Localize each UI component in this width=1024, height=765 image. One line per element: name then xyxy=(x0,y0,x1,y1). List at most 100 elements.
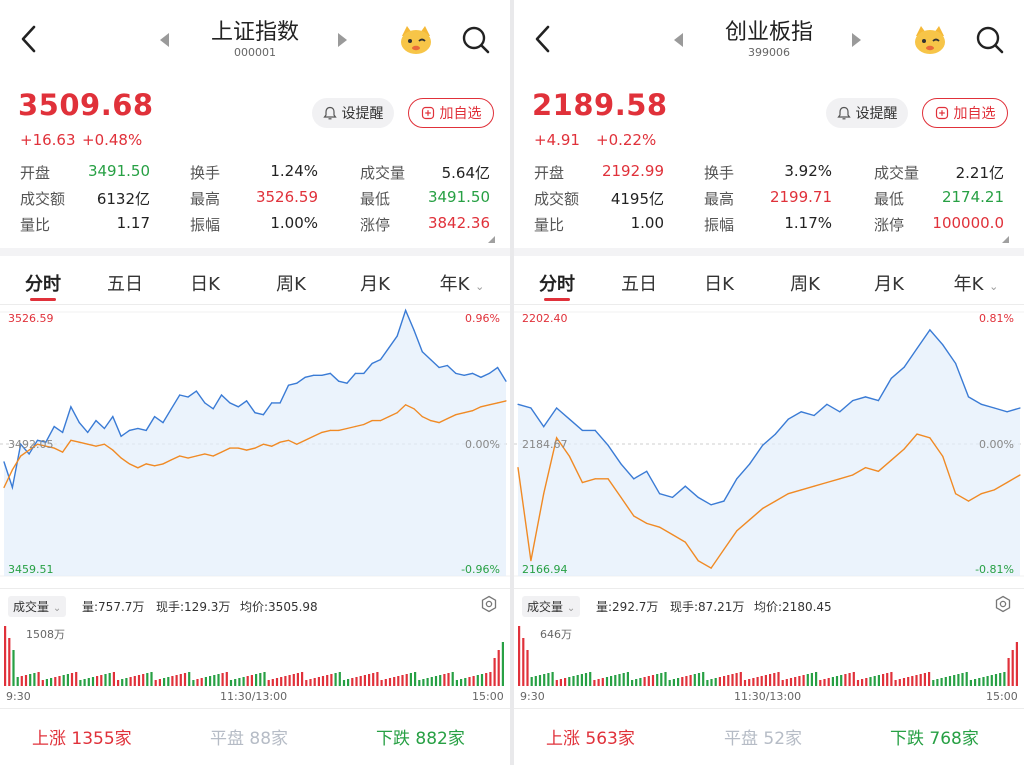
indicator-dropdown[interactable]: 成交量 ⌄ xyxy=(8,596,67,617)
search-button[interactable] xyxy=(974,24,1006,56)
volume-bar xyxy=(777,672,780,686)
prev-index-arrow-icon[interactable] xyxy=(160,33,169,47)
set-alert-button[interactable]: 设提醒 xyxy=(826,98,908,128)
tab-2[interactable]: 日K xyxy=(180,270,230,296)
decliners[interactable]: 下跌 882家 xyxy=(376,724,465,749)
volume-bar xyxy=(409,673,412,686)
tab-2[interactable]: 日K xyxy=(694,270,744,296)
volume-bar xyxy=(660,673,663,686)
unchanged[interactable]: 平盘 88家 xyxy=(210,724,288,749)
volume-bar xyxy=(702,672,705,686)
volume-bar xyxy=(672,679,675,686)
tab-label: 日K xyxy=(190,274,220,295)
avg-point xyxy=(204,453,206,455)
settings-button[interactable] xyxy=(994,595,1012,617)
advancers[interactable]: 上涨 563家 xyxy=(546,724,635,749)
chart-y-high: 3526.59 xyxy=(8,312,54,325)
add-favorite-button[interactable]: 加自选 xyxy=(922,98,1008,128)
volume-bar xyxy=(326,675,329,686)
price-point xyxy=(128,429,131,431)
advancers[interactable]: 上涨 1355家 xyxy=(32,724,132,749)
price-point xyxy=(354,372,356,374)
expand-corner-icon[interactable] xyxy=(1002,236,1009,243)
tab-4[interactable]: 月K xyxy=(350,270,400,296)
price-point xyxy=(229,402,231,404)
price-point xyxy=(787,418,789,420)
volume-bar xyxy=(815,672,818,686)
volume-bar xyxy=(923,673,926,686)
chevron-down-icon: ⌄ xyxy=(566,603,576,614)
stat-value: 100000.0 xyxy=(932,214,1004,232)
tab-0[interactable]: 分时 xyxy=(532,270,582,296)
volume-bar xyxy=(873,676,876,686)
next-index-arrow-icon[interactable] xyxy=(338,33,347,47)
avg-point xyxy=(87,443,89,445)
set-alert-button[interactable]: 设提醒 xyxy=(312,98,394,128)
price-point xyxy=(646,470,648,472)
volume-bar xyxy=(848,673,851,686)
back-button[interactable] xyxy=(14,22,44,56)
volume-bar xyxy=(238,678,241,686)
price-point xyxy=(993,407,995,409)
avg-point xyxy=(446,418,448,420)
price-point xyxy=(304,376,306,378)
intraday-chart[interactable] xyxy=(0,306,510,586)
expand-corner-icon[interactable] xyxy=(488,236,495,243)
mascot-icon[interactable] xyxy=(398,22,434,56)
volume-bar xyxy=(29,674,32,686)
avg-point xyxy=(363,423,365,426)
avg-point xyxy=(659,526,661,528)
avg-point xyxy=(338,429,340,431)
price-point xyxy=(371,362,373,365)
tab-3[interactable]: 周K xyxy=(266,270,316,296)
price-point xyxy=(78,422,80,424)
mascot-icon[interactable] xyxy=(912,22,948,56)
volume-bar xyxy=(785,679,788,686)
volume-bar xyxy=(677,678,680,686)
avg-point xyxy=(405,404,407,406)
chart-y-low: 2166.94 xyxy=(522,563,568,576)
avg-point xyxy=(543,493,545,495)
tab-3[interactable]: 周K xyxy=(780,270,830,296)
settings-button[interactable] xyxy=(480,595,498,617)
tab-0[interactable]: 分时 xyxy=(18,270,68,296)
volume-bar xyxy=(41,680,44,686)
volume-bar xyxy=(928,672,931,686)
price-point xyxy=(480,376,482,378)
unchanged[interactable]: 平盘 52家 xyxy=(724,724,802,749)
volume-chart[interactable] xyxy=(514,620,1024,688)
price-point xyxy=(1006,411,1008,413)
price-point xyxy=(379,359,382,361)
tab-4[interactable]: 月K xyxy=(864,270,914,296)
tab-5[interactable]: 年K ⌄ xyxy=(432,270,492,296)
indicator-dropdown[interactable]: 成交量 ⌄ xyxy=(522,596,581,617)
volume-bar xyxy=(229,680,233,686)
stat-value: 1.24% xyxy=(270,162,318,180)
decliners[interactable]: 下跌 768家 xyxy=(890,724,979,749)
decliners-count: 768家 xyxy=(929,729,979,749)
tab-label: 周K xyxy=(276,274,306,295)
volume-bar xyxy=(426,678,429,686)
tab-5[interactable]: 年K ⌄ xyxy=(946,270,1006,296)
intraday-chart[interactable] xyxy=(514,306,1024,586)
volume-bar xyxy=(748,679,751,686)
index-code: 399006 xyxy=(748,46,790,59)
tab-1[interactable]: 五日 xyxy=(100,270,150,296)
back-button[interactable] xyxy=(528,22,558,56)
price-point xyxy=(329,372,331,374)
volume-bar xyxy=(334,673,337,686)
price-point xyxy=(313,374,315,376)
avg-point xyxy=(903,448,905,450)
avg-point xyxy=(455,414,457,416)
price-point xyxy=(916,347,918,350)
tab-1[interactable]: 五日 xyxy=(614,270,664,296)
stat-label: 振幅 xyxy=(704,216,735,234)
prev-index-arrow-icon[interactable] xyxy=(674,33,683,47)
search-button[interactable] xyxy=(460,24,492,56)
next-index-arrow-icon[interactable] xyxy=(852,33,861,47)
add-favorite-button[interactable]: 加自选 xyxy=(408,98,494,128)
volume-chart[interactable] xyxy=(0,620,510,688)
volume-bar xyxy=(886,673,889,686)
chevron-down-icon: ⌄ xyxy=(989,280,999,293)
volume-bar xyxy=(714,678,717,686)
